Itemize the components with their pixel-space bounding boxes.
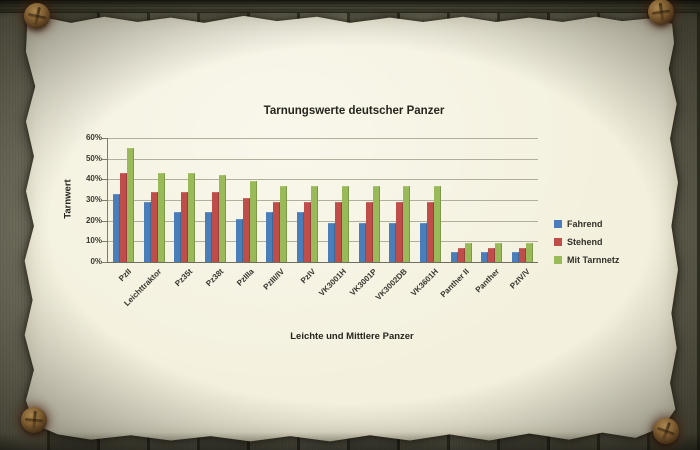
y-tick-label: 60% <box>85 133 102 142</box>
bar-mit-tarnnetz <box>526 243 534 262</box>
x-category-label: Panther <box>473 267 502 295</box>
x-category-label: Pz35t <box>173 267 195 289</box>
x-category-label: PzII <box>116 267 133 284</box>
bar-fahrend <box>235 218 243 262</box>
bar-fahrend <box>112 193 120 262</box>
legend: Fahrend Stehend Mit Tarnnetz <box>554 219 619 265</box>
legend-item: Fahrend <box>554 219 619 229</box>
x-axis-title: Leichte und Mittlere Panzer <box>290 331 414 342</box>
legend-item: Stehend <box>554 237 619 247</box>
x-category-label: Panther II <box>438 267 471 300</box>
y-tick-label: 50% <box>85 153 102 163</box>
bar-fahrend <box>205 212 213 262</box>
bar-group <box>231 181 262 262</box>
y-tick-label: 30% <box>85 195 102 204</box>
x-category-label: PzIV <box>298 267 318 286</box>
bar-fahrend <box>174 212 182 262</box>
bar-stehend <box>212 191 220 262</box>
bar-fahrend <box>143 202 151 262</box>
legend-swatch <box>554 256 562 264</box>
bar-stehend <box>365 202 373 262</box>
chart-title: Tarnungswerte deutscher Panzer <box>263 105 445 117</box>
bar-stehend <box>427 202 435 262</box>
y-tick-mark <box>102 138 107 139</box>
legend-label: Fahrend <box>567 219 603 229</box>
bar-stehend <box>396 202 404 262</box>
bar-group <box>108 148 139 262</box>
y-tick-label: 10% <box>85 236 102 246</box>
y-tick-mark <box>102 200 107 201</box>
legend-swatch <box>554 220 562 228</box>
legend-label: Mit Tarnnetz <box>567 255 620 265</box>
x-category-label: VK3002DB <box>374 267 410 302</box>
bar-fahrend <box>327 222 335 262</box>
bar-mit-tarnnetz <box>372 185 380 262</box>
bar-mit-tarnnetz <box>403 185 411 262</box>
y-tick-mark <box>102 262 107 263</box>
bar-stehend <box>304 202 312 262</box>
bar-group <box>477 243 508 262</box>
bar-mit-tarnnetz <box>434 185 442 262</box>
bar-group <box>169 173 200 262</box>
x-category-label: Pz38t <box>203 267 225 289</box>
bar-group <box>200 175 231 262</box>
bar-group <box>446 243 477 262</box>
bar-group <box>507 243 538 262</box>
legend-swatch <box>554 238 562 246</box>
x-category-label: PzIII/IV <box>261 267 287 292</box>
bar-mit-tarnnetz <box>126 148 134 262</box>
bar-mit-tarnnetz <box>495 243 503 262</box>
bar-mit-tarnnetz <box>311 185 319 262</box>
bar-fahrend <box>420 222 428 262</box>
bar-group <box>139 173 170 262</box>
bar-group <box>292 185 323 262</box>
bar-stehend <box>119 173 127 262</box>
bar-fahrend <box>358 222 366 262</box>
bar-stehend <box>150 191 158 262</box>
bar-group <box>323 185 354 262</box>
bar-mit-tarnnetz <box>341 185 349 262</box>
bar-stehend <box>273 202 281 262</box>
bar-group <box>354 185 385 262</box>
bar-fahrend <box>297 212 305 262</box>
bar-mit-tarnnetz <box>219 175 227 262</box>
x-category-label: PzIIIa <box>234 267 256 288</box>
bar-fahrend <box>481 251 489 262</box>
bar-group <box>384 185 415 262</box>
bar-fahrend <box>450 251 458 262</box>
bar-stehend <box>457 247 465 262</box>
bar-mit-tarnnetz <box>280 185 288 262</box>
bar-group <box>262 185 293 262</box>
y-tick-label: 40% <box>85 174 102 184</box>
bar-mit-tarnnetz <box>249 181 257 262</box>
y-tick-mark <box>102 158 107 160</box>
bar-stehend <box>242 197 250 262</box>
bar-mit-tarnnetz <box>157 173 165 262</box>
bar-stehend <box>181 191 189 262</box>
legend-item: Mit Tarnnetz <box>554 255 619 265</box>
y-tick-label: 20% <box>85 215 102 225</box>
bar-stehend <box>488 247 496 262</box>
bar-fahrend <box>389 222 397 262</box>
x-category-label: VK3001P <box>347 267 379 298</box>
y-tick-label: 0% <box>90 257 102 266</box>
x-category-label: PzIV/V <box>508 267 533 291</box>
bar-mit-tarnnetz <box>188 173 196 262</box>
bar-groups <box>108 138 538 262</box>
y-tick-mark <box>102 179 107 181</box>
y-tick-mark <box>102 220 107 222</box>
x-category-label: VK3601H <box>408 267 440 298</box>
bar-group <box>415 185 446 262</box>
x-category-label: VK3001H <box>316 267 348 298</box>
bar-mit-tarnnetz <box>464 243 472 262</box>
bar-stehend <box>519 247 527 262</box>
bar-fahrend <box>266 212 274 262</box>
bar-fahrend <box>512 251 520 262</box>
plot-area <box>107 138 538 263</box>
y-tick-mark <box>102 241 107 243</box>
bar-stehend <box>334 202 342 262</box>
legend-label: Stehend <box>567 237 603 247</box>
